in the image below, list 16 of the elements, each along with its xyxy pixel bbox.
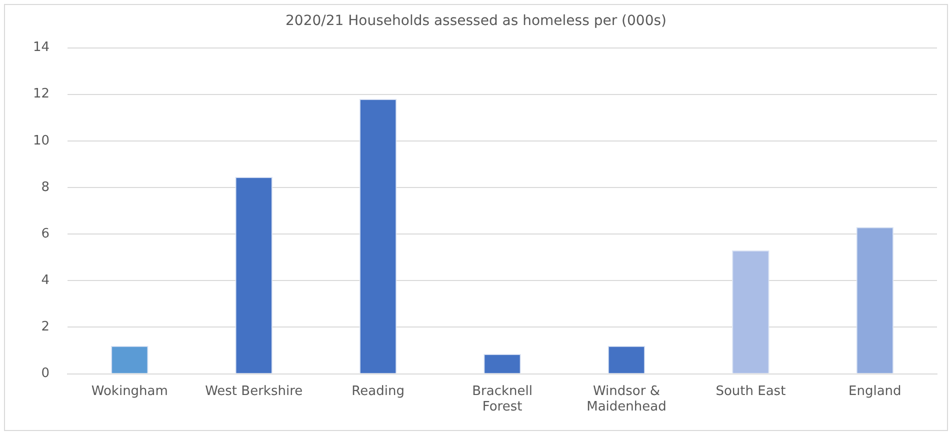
chart-title: 2020/21 Households assessed as homeless per (000s): [286, 13, 666, 30]
y-tick-label: 8: [41, 180, 50, 195]
y-tick-label: 6: [41, 226, 50, 242]
x-tick-label: West Berkshire: [205, 384, 303, 399]
y-tick-label: 12: [32, 86, 50, 102]
y-tick-label: 2: [41, 320, 50, 335]
x-tick-label: South East: [716, 384, 786, 399]
x-tick-label: Windsor & Maidenhead: [586, 384, 666, 415]
y-tick-label: 10: [32, 133, 50, 148]
x-tick-label: Bracknell Forest: [472, 384, 532, 415]
y-tick-label: 4: [41, 273, 50, 288]
y-tick-label: 0: [41, 366, 50, 382]
y-tick-label: 14: [32, 40, 50, 56]
x-tick-label: England: [848, 384, 902, 399]
x-tick-label: Reading: [352, 384, 404, 399]
x-tick-label: Wokingham: [91, 384, 168, 399]
